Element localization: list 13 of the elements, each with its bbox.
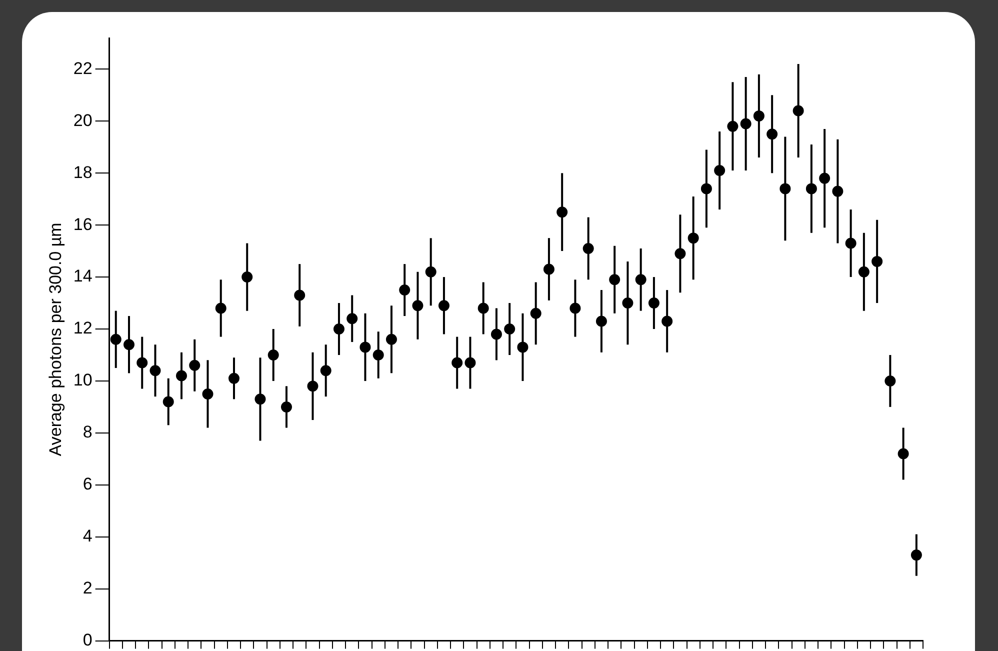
y-tick-label: 10 (73, 370, 92, 390)
y-tick-label: 0 (82, 630, 92, 650)
y-tick-label: 6 (82, 474, 92, 494)
y-tick-label: 14 (73, 266, 92, 286)
y-tick-label: 12 (73, 318, 92, 338)
y-tick-label: 16 (73, 214, 92, 234)
y-tick-label: 8 (82, 422, 92, 442)
y-tick-label: 18 (73, 162, 92, 182)
y-tick-label: 4 (82, 526, 92, 546)
y-tick-label: 20 (73, 110, 92, 130)
y-tick-label: 22 (73, 58, 92, 78)
y-axis-title: Average photons per 300.0 µm (46, 222, 65, 456)
y-tick-label: 2 (82, 578, 92, 598)
